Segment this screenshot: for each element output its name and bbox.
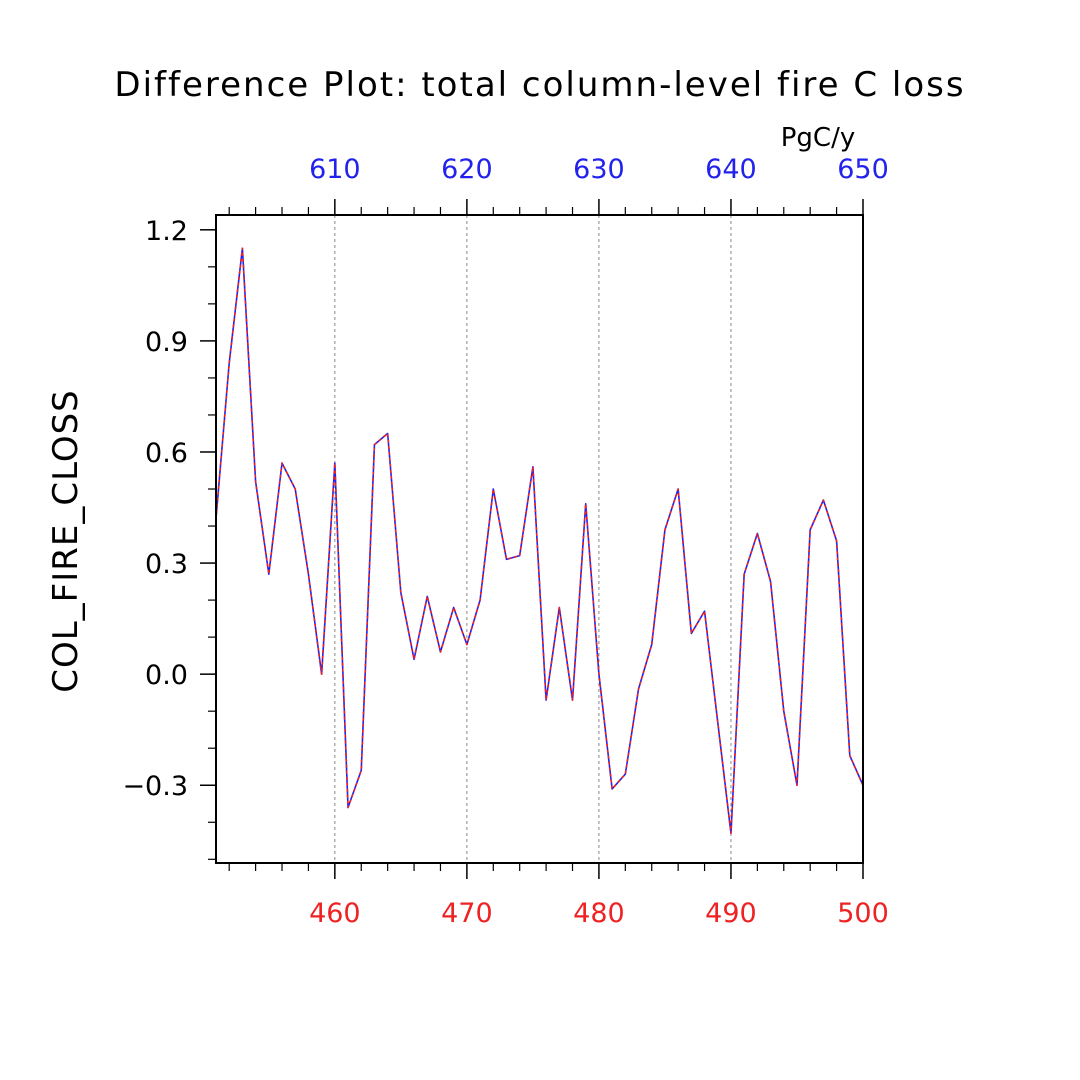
x-top-tick-label: 650 [837, 154, 889, 185]
axes [200, 199, 864, 879]
y-tick-label: 0.0 [145, 660, 188, 691]
x-top-tick-label: 610 [309, 154, 361, 185]
x-bottom-tick-label: 460 [309, 898, 361, 929]
gridlines [334, 215, 732, 863]
y-tick-label: −0.3 [122, 771, 188, 802]
tick-labels: −0.3 0.0 0.3 0.6 0.9 1.2 460 470 480 490 500 610 620… [122, 154, 888, 929]
units-label: PgC/y [781, 123, 855, 153]
x-top-tick-label: 640 [705, 154, 757, 185]
y-tick-label: 0.6 [145, 438, 188, 469]
series-lines [215, 247, 864, 835]
x-top-tick-label: 620 [441, 154, 493, 185]
x-bottom-tick-label: 480 [573, 898, 625, 929]
x-bottom-tick-label: 500 [837, 898, 889, 929]
series-line [215, 247, 864, 835]
chart-title: Difference Plot: total column-level fire… [114, 65, 965, 105]
x-bottom-tick-label: 470 [441, 898, 493, 929]
series-line [215, 247, 864, 835]
x-top-tick-label: 630 [573, 154, 625, 185]
x-bottom-tick-label: 490 [705, 898, 757, 929]
y-tick-label: 0.9 [145, 327, 188, 358]
y-tick-label: 0.3 [145, 549, 188, 580]
plot-frame [215, 214, 864, 864]
y-tick-label: 1.2 [145, 216, 188, 247]
y-axis-label: COL_FIRE_CLOSS [46, 389, 86, 693]
